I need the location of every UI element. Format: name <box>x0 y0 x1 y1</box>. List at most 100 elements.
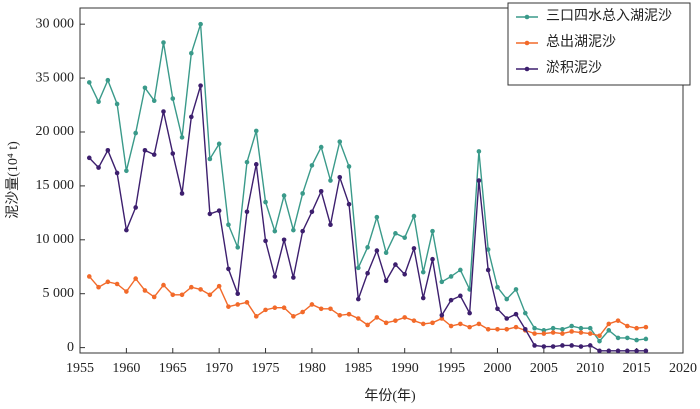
data-point <box>281 237 287 243</box>
data-point <box>513 287 519 292</box>
data-point <box>189 114 194 120</box>
data-point <box>383 278 389 284</box>
data-point <box>597 333 602 339</box>
data-point <box>300 228 305 234</box>
data-point <box>263 307 268 313</box>
legend-marker <box>524 66 530 72</box>
data-point <box>634 325 639 331</box>
data-point <box>495 326 500 332</box>
data-point <box>124 168 129 174</box>
data-point <box>411 318 417 323</box>
data-point <box>318 144 324 150</box>
data-point <box>458 321 463 327</box>
data-point <box>467 324 472 330</box>
data-point <box>439 312 445 318</box>
data-point <box>226 304 231 309</box>
data-point <box>485 326 491 332</box>
data-point <box>151 98 157 104</box>
x-tick-label: 1985 <box>344 361 372 376</box>
data-point <box>606 348 612 354</box>
data-point <box>448 274 454 279</box>
data-point <box>374 248 380 253</box>
data-point <box>170 96 176 101</box>
y-tick-label: 5 000 <box>43 286 75 301</box>
data-point <box>253 128 259 134</box>
data-point <box>309 163 315 168</box>
data-point <box>179 191 185 196</box>
data-point <box>550 330 556 335</box>
data-point <box>634 337 639 343</box>
x-tick-label: 1970 <box>205 361 233 376</box>
data-point <box>560 343 565 348</box>
data-point <box>504 326 510 332</box>
data-point <box>124 227 129 233</box>
data-point <box>207 211 213 217</box>
data-point <box>495 284 500 290</box>
data-point <box>96 284 101 290</box>
y-tick-label: 10 000 <box>36 232 75 247</box>
data-point <box>161 282 166 288</box>
data-point <box>151 152 157 157</box>
data-point <box>142 85 148 91</box>
data-point <box>411 246 417 251</box>
data-point <box>133 205 138 210</box>
data-point <box>253 162 259 167</box>
x-tick-label: 1990 <box>391 361 419 376</box>
x-tick-label: 1980 <box>298 361 326 376</box>
data-point <box>114 170 120 176</box>
data-point <box>216 283 222 289</box>
data-point <box>114 281 120 287</box>
data-point <box>291 227 296 233</box>
plot-frame <box>79 7 684 354</box>
data-point <box>513 324 519 330</box>
data-point <box>281 305 287 311</box>
data-point <box>430 228 435 234</box>
data-point <box>439 279 445 285</box>
data-point <box>346 164 352 169</box>
data-point <box>161 40 166 45</box>
data-point <box>114 101 120 107</box>
data-point <box>86 155 92 161</box>
data-point <box>151 294 157 300</box>
data-point <box>300 191 305 196</box>
data-point <box>356 316 361 321</box>
data-point <box>606 328 612 333</box>
data-point <box>467 310 472 316</box>
data-point <box>393 262 398 267</box>
data-point <box>198 287 203 292</box>
data-point <box>587 325 593 331</box>
data-point <box>448 297 454 303</box>
data-point <box>337 139 343 144</box>
y-axis-label: 泥沙量(10⁴ t) <box>5 141 21 219</box>
data-point <box>615 318 621 323</box>
data-point <box>207 156 213 162</box>
data-point <box>411 213 417 219</box>
data-point <box>179 135 185 140</box>
data-point <box>504 316 510 321</box>
x-tick-label: 2020 <box>669 361 697 376</box>
data-point <box>235 245 241 250</box>
data-point <box>105 148 111 153</box>
data-point <box>448 323 454 329</box>
data-point <box>504 296 510 302</box>
data-point <box>216 141 222 147</box>
data-point <box>374 214 380 220</box>
data-point <box>430 256 435 262</box>
data-point <box>476 149 482 154</box>
data-point <box>402 315 407 320</box>
data-point <box>420 269 426 275</box>
data-point <box>346 201 352 207</box>
legend-label: 三口四水总入湖泥沙 <box>546 8 672 24</box>
data-point <box>393 318 398 323</box>
data-point <box>189 284 194 290</box>
data-point <box>309 209 315 215</box>
data-point <box>383 250 389 256</box>
data-point <box>356 265 361 271</box>
y-tick-label: 0 <box>67 340 74 355</box>
data-point <box>365 270 370 276</box>
data-point <box>142 288 148 293</box>
data-point <box>560 331 565 336</box>
data-point <box>458 267 463 273</box>
data-point <box>244 209 250 215</box>
